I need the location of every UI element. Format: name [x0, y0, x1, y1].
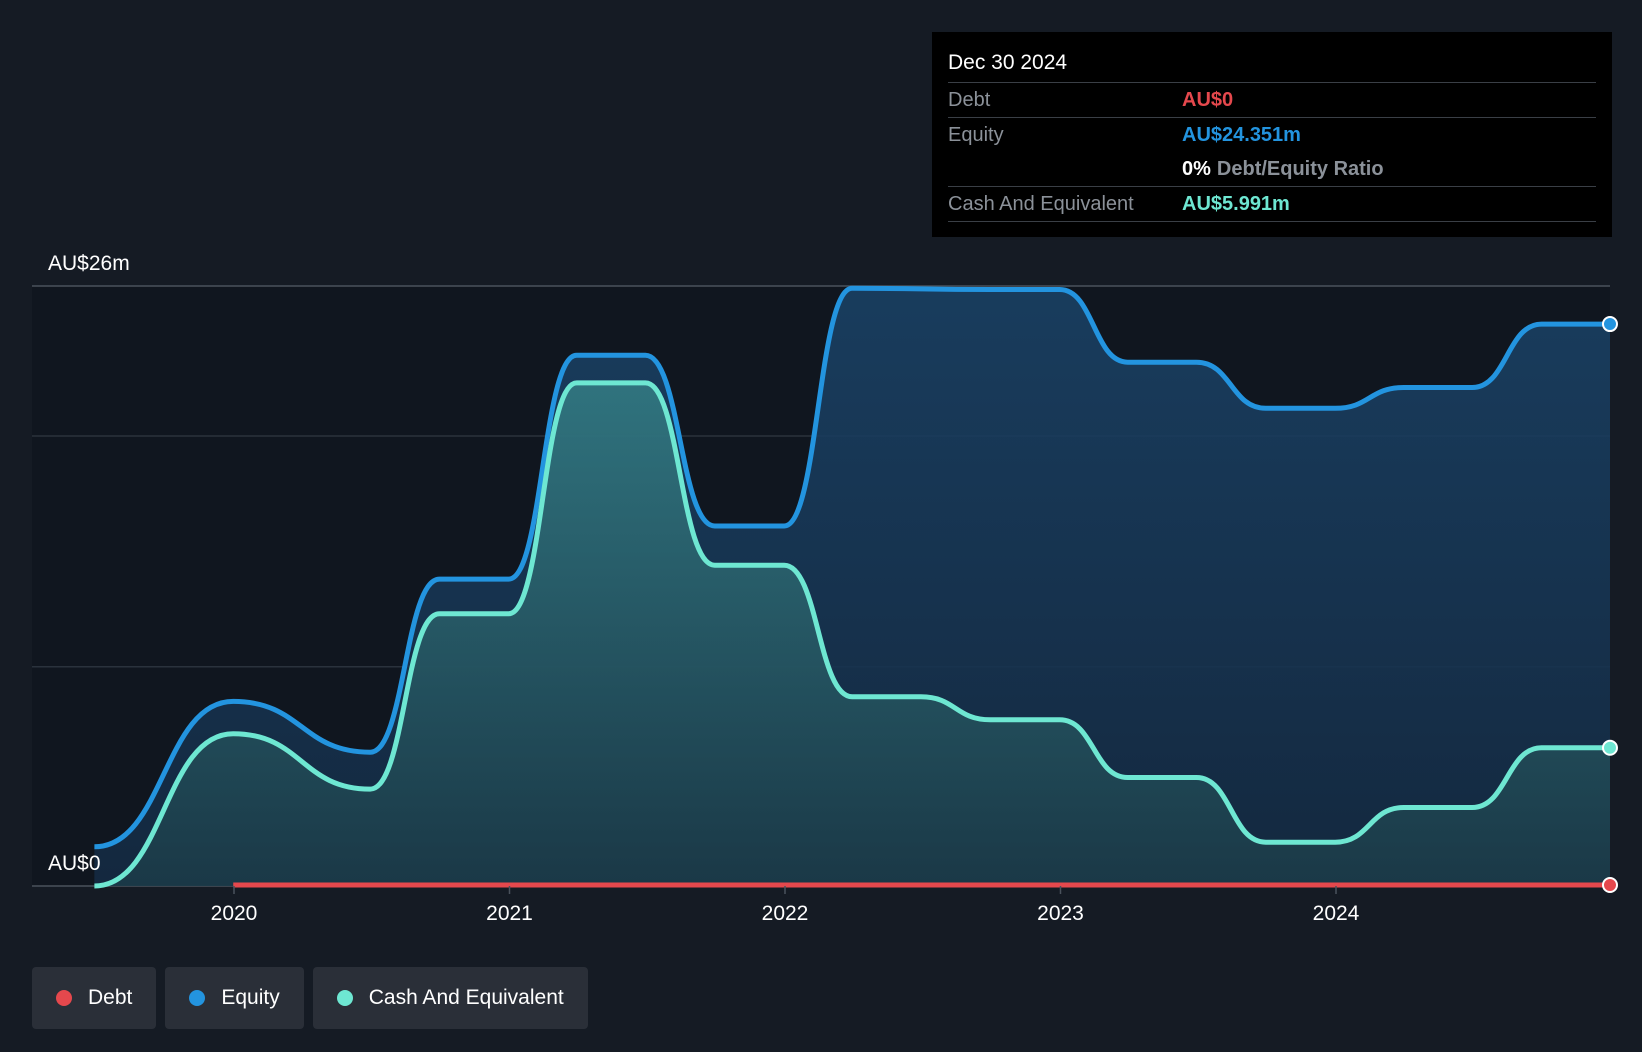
tooltip-ratio-label: Debt/Equity Ratio — [1216, 158, 1384, 180]
tooltip-equity-row: Equity AU$24.351m — [948, 118, 1596, 152]
debt-end-dot — [1601, 877, 1618, 893]
legend-item-cash[interactable]: Cash And Equivalent — [312, 967, 588, 1029]
legend-item-equity[interactable]: Equity — [165, 967, 304, 1029]
legend-item-debt[interactable]: Debt — [32, 967, 157, 1029]
x-tick-label: 2020 — [211, 902, 258, 925]
tooltip-equity-value: AU$24.351m — [1182, 124, 1301, 146]
tooltip-debt-label: Debt — [948, 89, 991, 111]
y-axis-bottom-label: AU$0 — [48, 852, 101, 875]
end-markers — [1601, 316, 1618, 893]
tooltip-cash-value: AU$5.991m — [1182, 193, 1290, 215]
legend-label-cash: Cash And Equivalent — [368, 986, 564, 1009]
tooltip-date: Dec 30 2024 — [948, 44, 1596, 83]
legend-label-debt: Debt — [88, 986, 133, 1009]
x-tick-label: 2021 — [486, 902, 533, 925]
x-tick-label: 2023 — [1037, 902, 1084, 925]
tooltip-ratio-value: 0% — [1182, 158, 1211, 180]
tooltip-debt-value: AU$0 — [1182, 89, 1234, 111]
tooltip-equity-label: Equity — [948, 124, 1004, 146]
cash-area — [94, 382, 1610, 886]
tooltip-ratio-row: 0% Debt/Equity Ratio — [948, 152, 1596, 187]
equity-dot-icon — [189, 990, 206, 1006]
x-axis: 2020 2021 2022 2023 2024 — [211, 886, 1360, 925]
tooltip-cash-row: Cash And Equivalent AU$5.991m — [948, 187, 1596, 222]
y-axis-top-label: AU$26m — [48, 252, 130, 275]
debt-dot-icon — [56, 990, 72, 1006]
x-tick-label: 2024 — [1313, 902, 1360, 925]
legend: Debt Equity Cash And Equivalent — [32, 967, 588, 1029]
cash-dot-icon — [336, 990, 353, 1006]
equity-end-dot — [1601, 316, 1618, 333]
cash-line — [94, 380, 1611, 889]
legend-label-equity: Equity — [221, 986, 280, 1009]
tooltip-panel: Dec 30 2024 Debt AU$0 Equity AU$24.351m … — [932, 32, 1612, 237]
cash-end-dot — [1601, 739, 1618, 756]
tooltip-debt-row: Debt AU$0 — [948, 83, 1596, 118]
equity-line — [94, 285, 1610, 850]
tooltip-cash-label: Cash And Equivalent — [948, 193, 1134, 215]
x-tick-label: 2022 — [762, 902, 809, 925]
